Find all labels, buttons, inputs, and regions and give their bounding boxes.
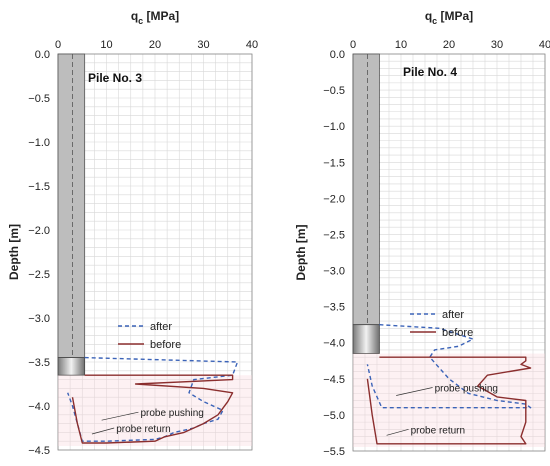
y-tick-label: −4.0: [28, 401, 50, 413]
y-tick-label: −2.0: [323, 193, 345, 205]
pile-shaft: [57, 53, 86, 359]
y-tick-label: −3.0: [323, 266, 345, 278]
probe-zone-band: [353, 353, 545, 447]
y-tick-label: 0.0: [330, 49, 345, 61]
y-tick-label: −5.0: [323, 410, 345, 422]
x-axis-title-sub: c: [432, 16, 437, 26]
legend: after before: [410, 309, 473, 339]
x-tick-label: 30: [197, 39, 209, 51]
legend-label-before: before: [150, 339, 181, 351]
chart-panel-1: 0 10 20 30 40 0.0 −0.5 −1.0 −1.5 −2.0 −2.5 −3.0 −3.5…: [7, 9, 258, 457]
y-tick-label: −4.5: [323, 374, 345, 386]
y-axis-title: Depth [m]: [294, 225, 308, 281]
y-tick-label: −3.5: [28, 357, 50, 369]
panel-title: Pile No. 4: [403, 65, 457, 79]
pile-shaft: [352, 53, 380, 326]
series-line-after: [366, 324, 532, 409]
y-tick-label: −1.0: [323, 121, 345, 133]
legend-label-after: after: [442, 309, 464, 321]
x-tick-label: 20: [149, 39, 161, 51]
annotation-probe-pushing: probe pushing: [435, 383, 498, 394]
annotation-probe-return: probe return: [411, 425, 465, 436]
y-tick-label: −3.5: [323, 302, 345, 314]
x-tick-label: 0: [55, 39, 61, 51]
annotation-probe-pushing: probe pushing: [140, 408, 203, 419]
annotation-pointer: [101, 411, 139, 421]
x-axis-title-base: q: [425, 9, 432, 23]
x-tick-label: 40: [246, 39, 258, 51]
x-tick-label: 10: [100, 39, 112, 51]
y-tick-label: −2.0: [28, 225, 50, 237]
panel-title: Pile No. 3: [88, 71, 142, 85]
annotation-pointer: [396, 387, 433, 396]
y-tick-label: −1.5: [28, 181, 50, 193]
y-tick-label: −4.0: [323, 338, 345, 350]
pile-tip: [352, 324, 380, 354]
y-tick-label: −1.5: [323, 157, 345, 169]
y-tick-label: 0.0: [35, 49, 50, 61]
annotation-probe-return: probe return: [116, 424, 170, 435]
x-axis-title-sub: c: [138, 16, 143, 26]
annotation-pointer: [91, 427, 115, 435]
x-axis-title-unit: [MPa]: [437, 9, 473, 23]
x-axis-title-base: q: [131, 9, 138, 23]
y-tick-label: −0.5: [28, 93, 50, 105]
y-tick-label: −5.5: [323, 446, 345, 458]
series-line-before: [366, 356, 532, 445]
y-tick-label: −0.5: [323, 85, 345, 97]
legend-label-after: after: [150, 321, 172, 333]
y-tick-label: −4.5: [28, 445, 50, 457]
x-axis-title-unit: [MPa]: [143, 9, 179, 23]
y-tick-label: −3.0: [28, 313, 50, 325]
x-tick-label: 0: [350, 39, 356, 51]
legend-label-before: before: [442, 327, 473, 339]
pile-tip: [57, 357, 86, 376]
series-line-before: [71, 374, 234, 444]
annotation-pointer: [386, 429, 409, 436]
y-tick-label: −2.5: [323, 229, 345, 241]
x-axis-title: qc [MPa]: [131, 9, 179, 26]
chart-panel-2: 0 10 20 30 40 0.0 −0.5 −1.0 −1.5 −2.0 −2.5 −3.0 −3.5…: [294, 9, 550, 458]
x-tick-label: 10: [395, 39, 407, 51]
x-tick-label: 40: [539, 39, 550, 51]
x-tick-label: 30: [491, 39, 503, 51]
legend: after before: [118, 321, 181, 351]
y-tick-label: −1.0: [28, 137, 50, 149]
y-tick-label: −2.5: [28, 269, 50, 281]
y-axis-title: Depth [m]: [7, 224, 21, 280]
probe-zone-band: [58, 375, 252, 446]
x-tick-label: 20: [443, 39, 455, 51]
x-axis-title: qc [MPa]: [425, 9, 473, 26]
